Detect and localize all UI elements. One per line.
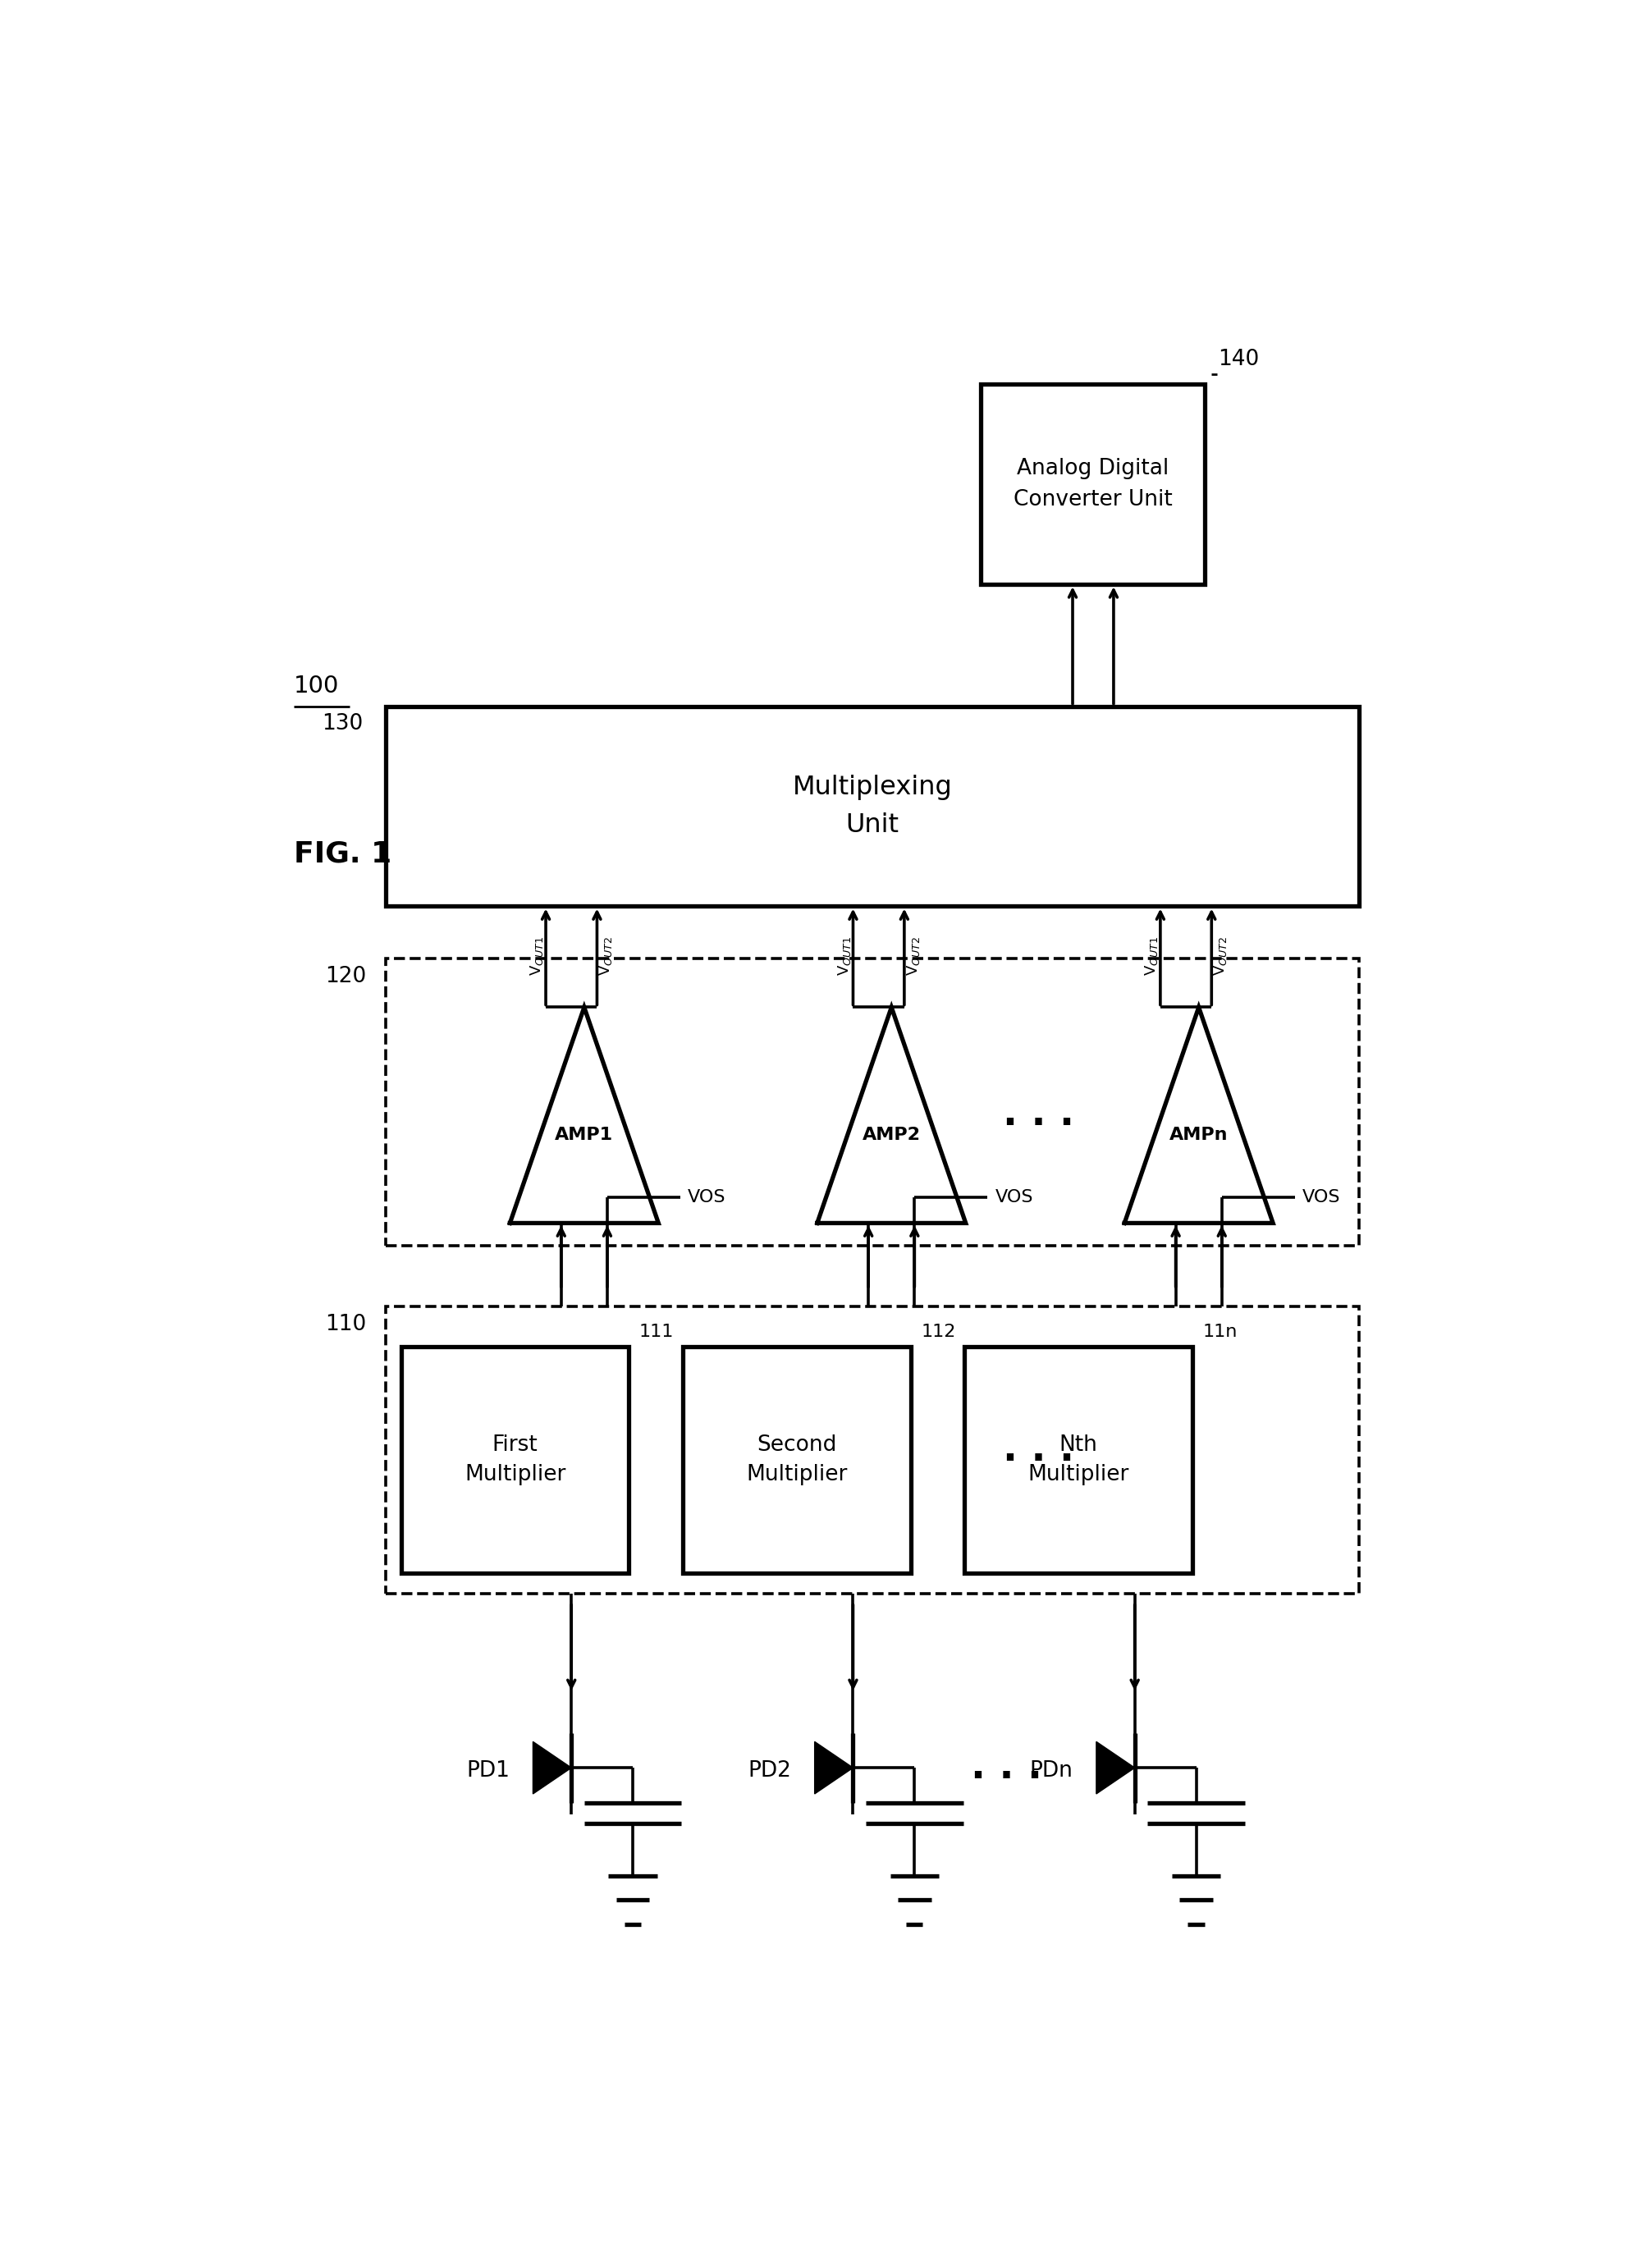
Text: PD1: PD1	[466, 1761, 510, 1781]
Text: 111: 111	[639, 1324, 674, 1340]
Bar	[682, 1347, 910, 1573]
Text: . . .: . . .	[1003, 1433, 1074, 1469]
Polygon shape	[814, 1742, 852, 1794]
Text: AMP1: AMP1	[555, 1125, 613, 1144]
Text: Analog Digital
Converter Unit: Analog Digital Converter Unit	[1014, 459, 1173, 511]
Text: V$_{OUT2}$: V$_{OUT2}$	[598, 936, 615, 976]
Text: FIG. 1: FIG. 1	[294, 841, 392, 868]
Text: VOS: VOS	[687, 1189, 725, 1205]
Bar	[981, 384, 1204, 585]
Text: 130: 130	[322, 714, 363, 735]
Text: 120: 120	[325, 965, 367, 988]
Text: PDn: PDn	[1029, 1761, 1074, 1781]
Bar	[387, 958, 1358, 1245]
Bar	[387, 1306, 1358, 1593]
Text: 110: 110	[325, 1313, 367, 1336]
Text: Second
Multiplier: Second Multiplier	[747, 1435, 847, 1485]
Polygon shape	[1097, 1742, 1135, 1794]
Text: PD2: PD2	[748, 1761, 791, 1781]
Text: Nth
Multiplier: Nth Multiplier	[1028, 1435, 1128, 1485]
Bar	[401, 1347, 629, 1573]
Text: VOS: VOS	[995, 1189, 1032, 1205]
Text: . . .: . . .	[971, 1749, 1042, 1785]
Text: Multiplexing
Unit: Multiplexing Unit	[793, 775, 952, 838]
Text: V$_{OUT1}$: V$_{OUT1}$	[836, 936, 852, 976]
Text: 112: 112	[920, 1324, 957, 1340]
Text: 140: 140	[1218, 348, 1259, 371]
Text: 100: 100	[294, 673, 339, 698]
Text: First
Multiplier: First Multiplier	[464, 1435, 565, 1485]
Text: V$_{OUT1}$: V$_{OUT1}$	[529, 936, 545, 976]
Text: 11n: 11n	[1203, 1324, 1237, 1340]
Text: AMP2: AMP2	[862, 1125, 920, 1144]
Text: V$_{OUT2}$: V$_{OUT2}$	[1213, 936, 1229, 976]
Text: AMPn: AMPn	[1170, 1125, 1227, 1144]
Text: . . .: . . .	[1003, 1096, 1074, 1135]
Bar	[965, 1347, 1193, 1573]
Text: V$_{OUT1}$: V$_{OUT1}$	[1143, 936, 1160, 976]
Text: V$_{OUT2}$: V$_{OUT2}$	[905, 936, 922, 976]
Bar	[387, 705, 1358, 906]
Polygon shape	[534, 1742, 572, 1794]
Text: VOS: VOS	[1302, 1189, 1340, 1205]
